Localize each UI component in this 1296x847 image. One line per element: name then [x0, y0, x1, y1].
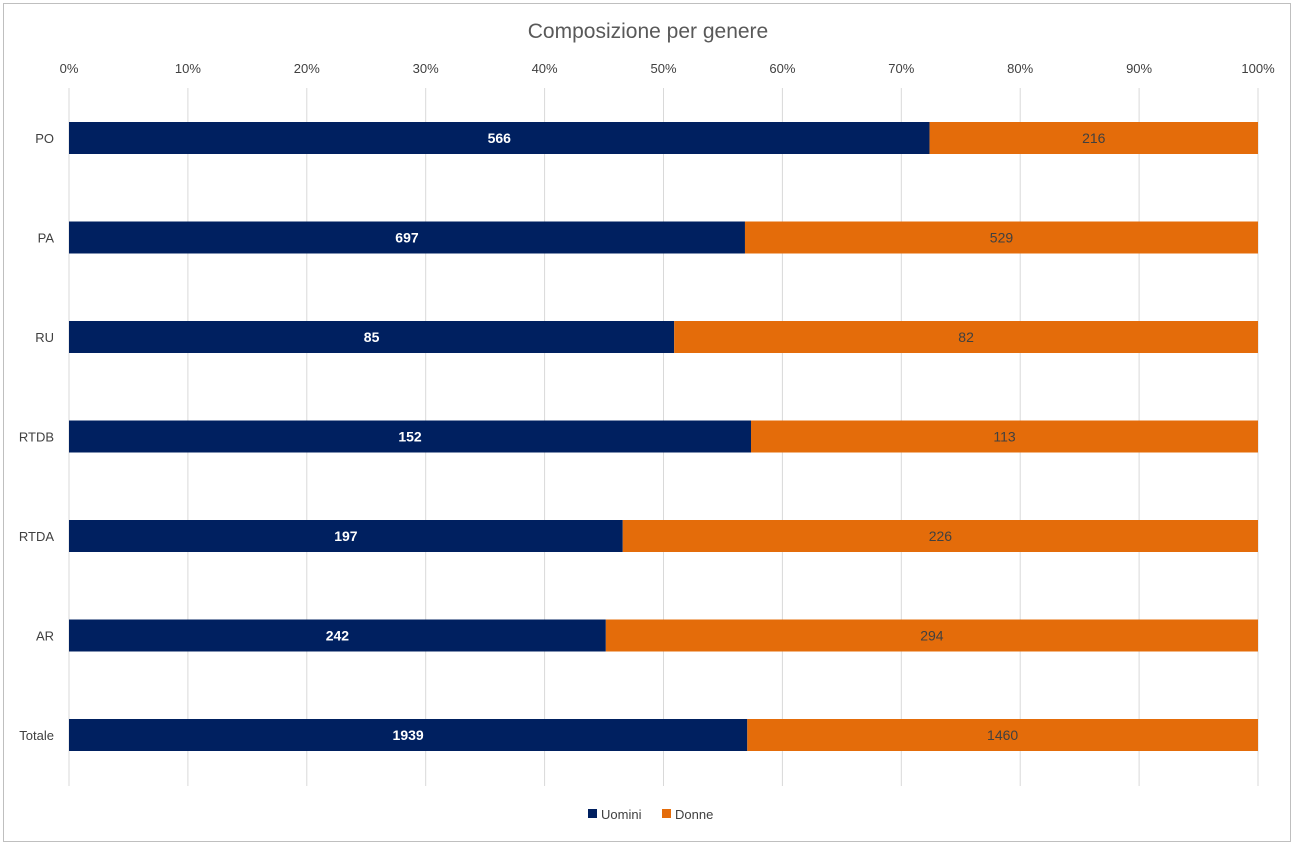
bar-donne: [929, 122, 1258, 154]
data-label-donne: 82: [958, 329, 974, 345]
data-label-donne: 529: [990, 230, 1014, 246]
category-labels: PO PA RU RTDB RTDA AR Totale: [19, 131, 54, 743]
data-label-donne: 294: [920, 628, 944, 644]
data-label-uomini: 85: [364, 329, 380, 345]
x-axis-ticks: 0% 10% 20% 30% 40% 50% 60% 70% 80% 90% 100%: [60, 61, 1275, 76]
data-label-uomini: 152: [398, 429, 422, 445]
data-label-donne: 1460: [987, 727, 1018, 743]
x-tick-label: 40%: [532, 61, 558, 76]
bar-donne: [674, 321, 1258, 353]
legend-swatch: [588, 809, 597, 818]
category-label: RU: [35, 330, 54, 345]
data-label-uomini: 1939: [393, 727, 424, 743]
data-label-uomini: 697: [395, 230, 419, 246]
x-tick-label: 50%: [650, 61, 676, 76]
data-label-donne: 113: [993, 429, 1016, 445]
x-tick-label: 100%: [1241, 61, 1275, 76]
x-tick-label: 20%: [294, 61, 320, 76]
bar-uomini: [69, 719, 748, 751]
bar-donne: [747, 719, 1258, 751]
x-tick-label: 10%: [175, 61, 201, 76]
bar-uomini: [69, 321, 675, 353]
x-tick-label: 0%: [60, 61, 79, 76]
category-label: PA: [38, 231, 55, 246]
data-label-uomini: 197: [334, 528, 358, 544]
bar-uomini: [69, 221, 745, 254]
category-label: PO: [35, 131, 54, 146]
x-tick-label: 60%: [769, 61, 795, 76]
data-label-uomini: 242: [326, 628, 350, 644]
bar-uomini: [69, 122, 930, 154]
category-label: RTDA: [19, 529, 54, 544]
bar-uomini: [69, 520, 623, 552]
data-label-donne: 216: [1082, 130, 1106, 146]
category-label: AR: [36, 629, 54, 644]
category-label: RTDB: [19, 430, 54, 445]
x-tick-label: 30%: [413, 61, 439, 76]
bar-donne: [622, 520, 1258, 552]
legend: Uomini Donne: [588, 807, 713, 822]
x-tick-label: 70%: [888, 61, 914, 76]
bar-uomini: [69, 420, 751, 453]
chart-title: Composizione per genere: [528, 20, 768, 43]
bar-donne: [750, 420, 1258, 453]
bars: 566 216 697 529 85 82 152 113 197 226 242 294 1939 14…: [69, 122, 1258, 751]
category-label: Totale: [19, 728, 54, 743]
legend-swatch: [662, 809, 671, 818]
data-label-uomini: 566: [488, 130, 512, 146]
bar-uomini: [69, 619, 606, 652]
legend-label: Uomini: [601, 807, 642, 822]
bar-donne: [605, 619, 1258, 652]
x-tick-label: 90%: [1126, 61, 1152, 76]
bar-donne: [744, 221, 1258, 254]
legend-label: Donne: [675, 807, 713, 822]
x-tick-label: 80%: [1007, 61, 1033, 76]
data-label-donne: 226: [929, 528, 953, 544]
